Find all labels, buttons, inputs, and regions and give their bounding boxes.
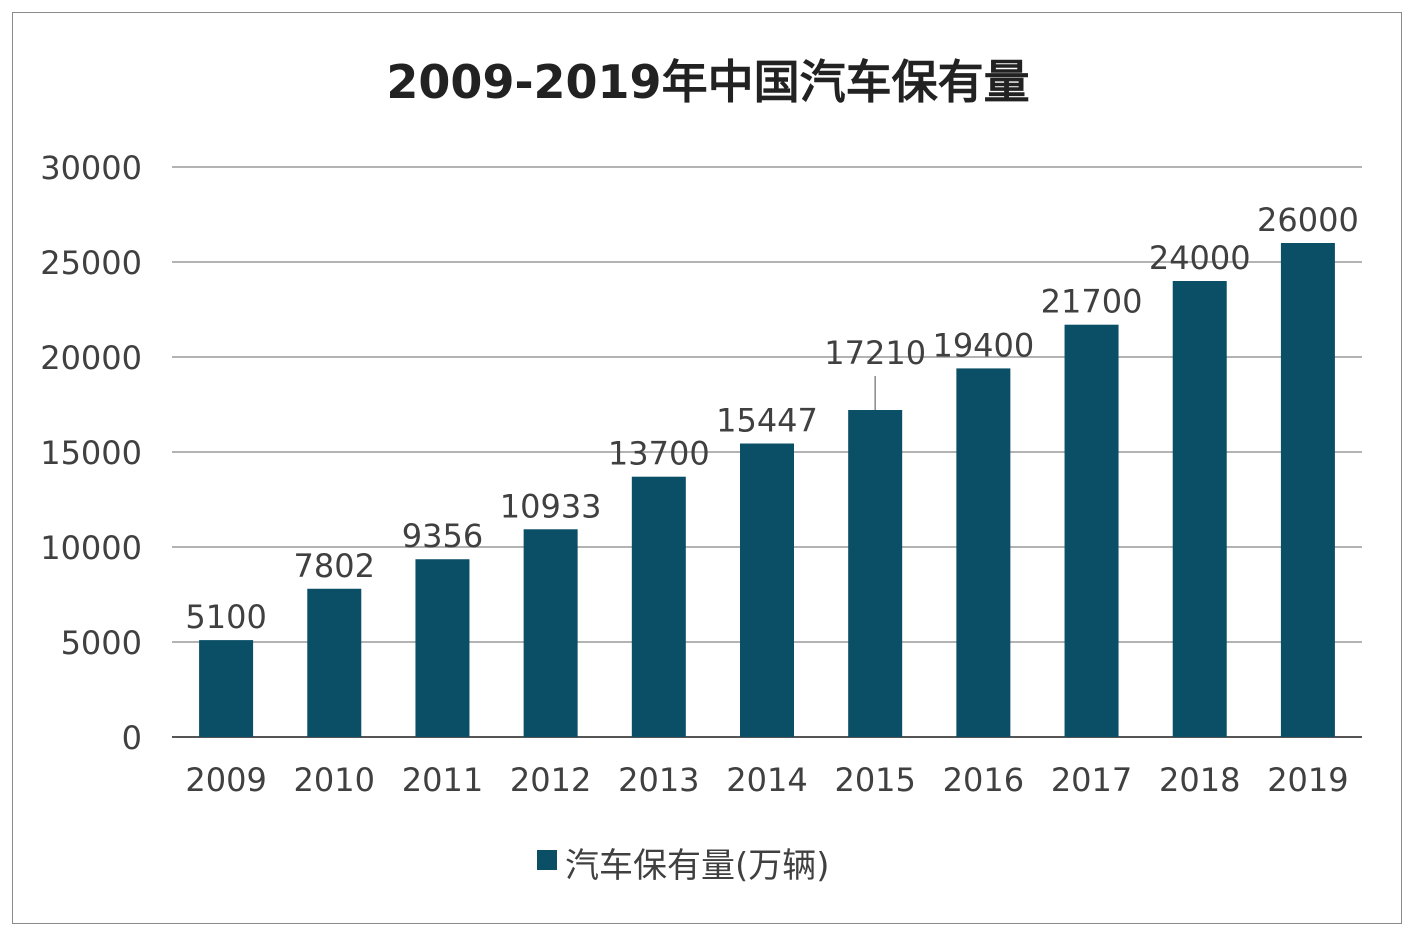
y-tick-label: 0 — [122, 719, 142, 757]
bar-2019 — [1280, 243, 1335, 737]
y-tick-label: 15000 — [40, 434, 142, 472]
data-label: 15447 — [716, 402, 818, 440]
data-label: 10933 — [500, 487, 602, 525]
data-label: 7802 — [294, 547, 375, 585]
legend: 汽车保有量(万辆) — [537, 846, 830, 886]
y-tick-label: 20000 — [40, 339, 142, 377]
x-tick-label: 2010 — [294, 761, 375, 799]
data-label: 24000 — [1149, 239, 1251, 277]
data-label: 26000 — [1257, 201, 1359, 239]
x-tick-label: 2012 — [510, 761, 591, 799]
legend-label: 汽车保有量(万辆) — [565, 846, 830, 886]
x-tick-label: 2015 — [834, 761, 915, 799]
x-tick-label: 2009 — [185, 761, 266, 799]
bar-2012 — [523, 529, 578, 737]
legend-swatch — [537, 850, 557, 870]
y-tick-label: 25000 — [40, 244, 142, 282]
bar-2017 — [1064, 324, 1119, 737]
x-tick-label: 2019 — [1267, 761, 1348, 799]
data-label: 19400 — [932, 326, 1034, 364]
bar-2011 — [415, 559, 470, 737]
x-tick-label: 2016 — [943, 761, 1024, 799]
data-label: 5100 — [185, 598, 266, 636]
chart-title: 2009-2019年中国汽车保有量 — [386, 55, 1029, 109]
bar-2016 — [956, 368, 1011, 737]
x-tick-label: 2018 — [1159, 761, 1240, 799]
bar-2014 — [740, 443, 794, 737]
bar-2009 — [199, 640, 254, 737]
x-tick-label: 2011 — [402, 761, 483, 799]
y-tick-label: 5000 — [61, 624, 142, 662]
chart-frame — [12, 12, 1402, 924]
data-label: 17210 — [824, 334, 926, 372]
bar-2010 — [307, 588, 362, 737]
bar-2015 — [848, 410, 903, 737]
data-label: 21700 — [1041, 283, 1143, 321]
data-label: 9356 — [402, 517, 483, 555]
y-tick-label: 10000 — [40, 529, 142, 567]
x-tick-label: 2014 — [726, 761, 807, 799]
x-tick-label: 2013 — [618, 761, 699, 799]
data-label: 13700 — [608, 435, 710, 473]
x-tick-label: 2017 — [1051, 761, 1132, 799]
bar-2018 — [1172, 281, 1227, 737]
bar-2013 — [631, 476, 686, 737]
y-tick-label: 30000 — [40, 149, 142, 187]
